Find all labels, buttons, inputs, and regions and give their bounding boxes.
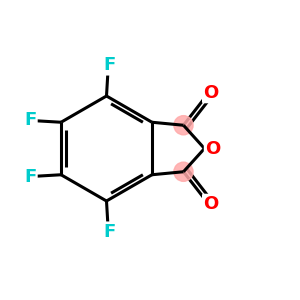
Text: F: F [24, 168, 36, 186]
Circle shape [174, 116, 193, 135]
Circle shape [174, 162, 193, 181]
Text: O: O [203, 84, 219, 102]
Text: O: O [203, 195, 219, 213]
Text: F: F [103, 56, 116, 74]
Text: F: F [103, 223, 116, 241]
Text: F: F [24, 111, 36, 129]
Text: O: O [205, 140, 220, 158]
